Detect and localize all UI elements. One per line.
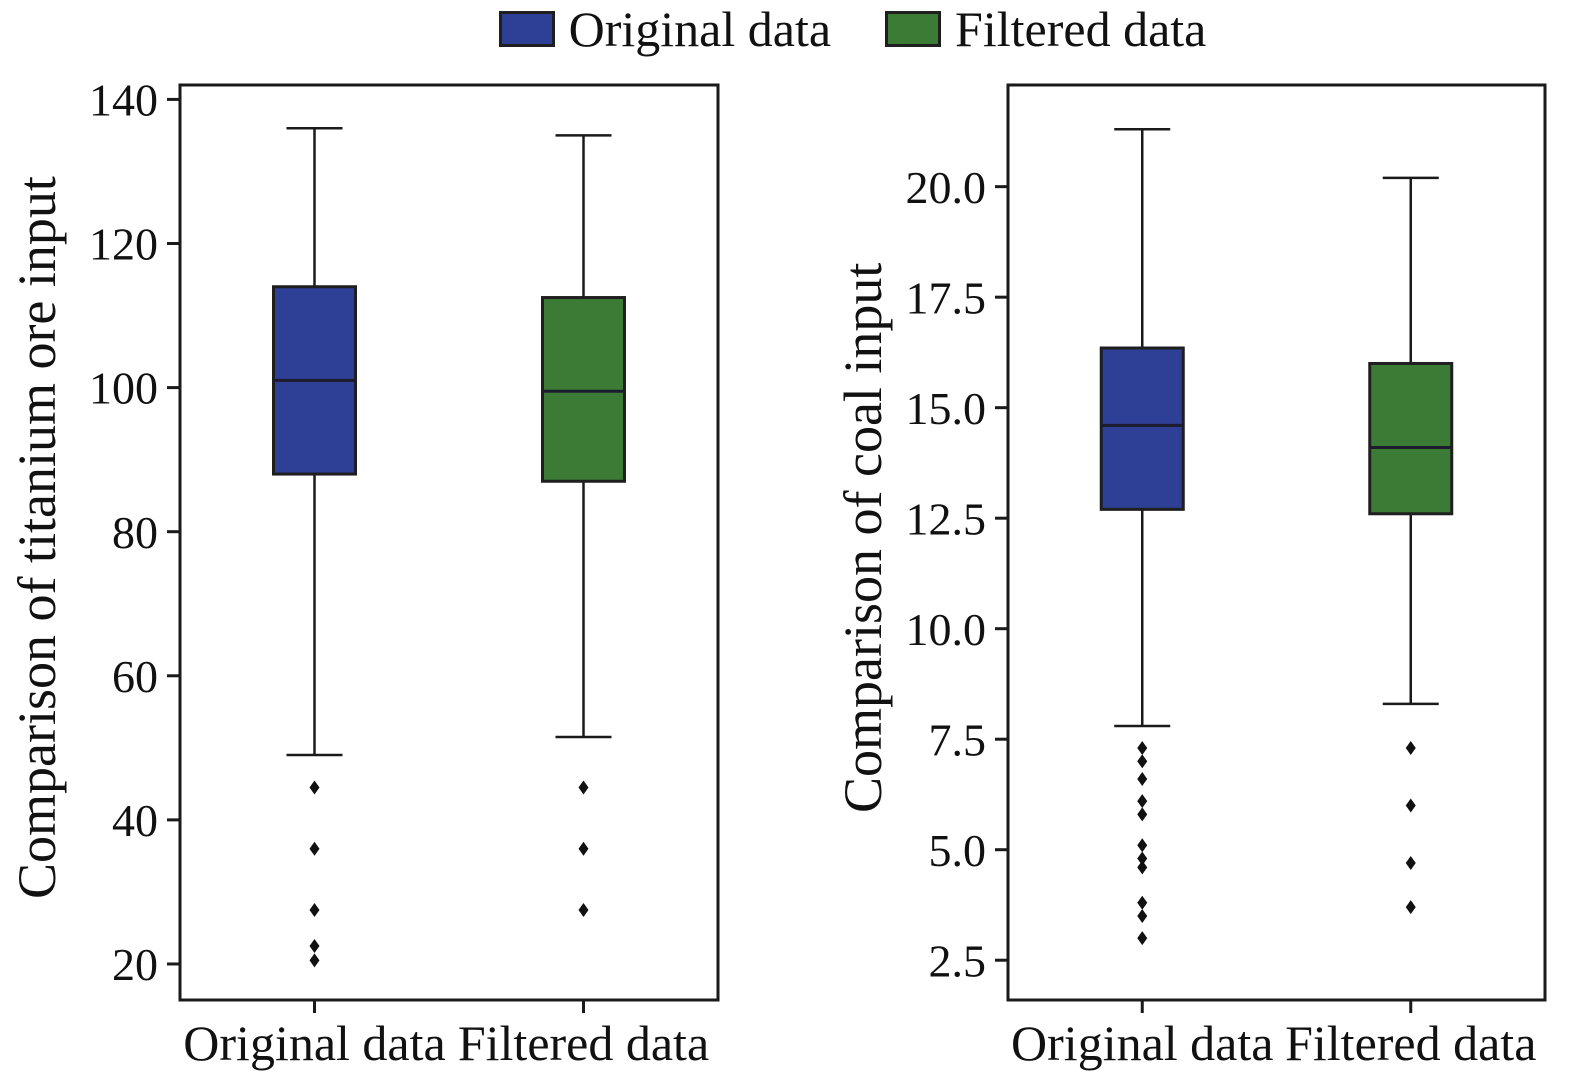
legend-item-filtered: Filtered data [885, 4, 1206, 54]
legend-item-original: Original data [498, 1, 832, 57]
boxplot-coal-svg: 2.5 5.0 7.5 10.0 12.5 15.0 17.5 20.0 Original da… [906, 83, 1547, 1071]
svg-text:20.0: 20.0 [906, 162, 987, 213]
svg-text:10.0: 10.0 [906, 604, 987, 655]
svg-text:40: 40 [112, 795, 158, 846]
legend-label-filtered: Filtered data [955, 1, 1207, 57]
svg-text:17.5: 17.5 [906, 272, 987, 323]
svg-text:80: 80 [112, 507, 158, 558]
svg-text:15.0: 15.0 [906, 383, 987, 434]
svg-text:Filtered data: Filtered data [1285, 1015, 1536, 1071]
svg-text:Original data: Original data [183, 1015, 445, 1071]
svg-text:7.5: 7.5 [929, 714, 987, 765]
svg-text:5.0: 5.0 [929, 825, 987, 876]
boxplot-titanium-svg: 20 40 60 80 100 120 140 Original data Filtered d… [89, 75, 720, 1071]
y-axis-label-coal: Comparison of coal input [833, 262, 893, 813]
svg-text:60: 60 [112, 651, 158, 702]
svg-text:120: 120 [89, 219, 158, 270]
svg-text:2.5: 2.5 [929, 935, 987, 986]
y-axis-label-titanium: Comparison of titanium ore input [7, 176, 67, 899]
legend: Original data Filtered data [65, 4, 1575, 54]
svg-text:140: 140 [89, 75, 158, 126]
svg-text:Original data: Original data [1011, 1015, 1273, 1071]
svg-text:12.5: 12.5 [906, 493, 987, 544]
svg-text:Filtered data: Filtered data [458, 1015, 709, 1071]
svg-text:20: 20 [112, 939, 158, 990]
legend-swatch-original-icon [498, 11, 555, 47]
svg-text:100: 100 [89, 363, 158, 414]
legend-swatch-filtered-icon [885, 11, 942, 47]
legend-label-original: Original data [568, 1, 832, 57]
